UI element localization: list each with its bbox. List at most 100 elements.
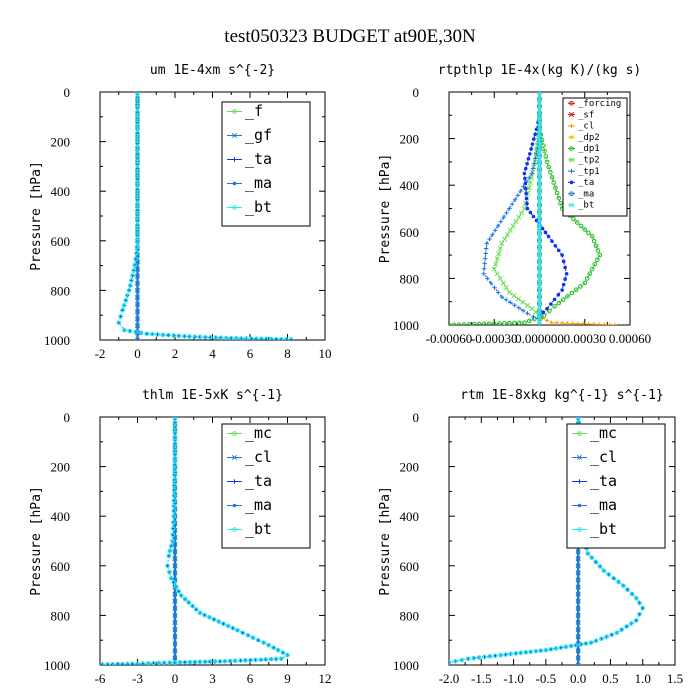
series-marker	[135, 105, 140, 110]
series-marker	[609, 632, 615, 638]
series-marker	[586, 230, 591, 236]
series-marker	[521, 184, 526, 189]
series-marker	[526, 185, 532, 191]
series-marker	[115, 661, 120, 665]
series-marker	[171, 508, 177, 514]
series-marker	[501, 215, 506, 220]
series-marker	[606, 572, 612, 577]
series-marker	[560, 297, 566, 303]
series-marker	[494, 271, 500, 277]
series-marker	[177, 660, 183, 665]
series-marker	[486, 321, 492, 325]
series-marker	[633, 595, 639, 601]
x-tick-label: 1.0	[635, 671, 651, 686]
series-marker	[576, 585, 580, 589]
series-marker	[536, 152, 543, 159]
series-marker	[536, 117, 543, 123]
series-marker	[121, 302, 127, 308]
series-marker	[511, 293, 517, 299]
y-tick-label: 800	[51, 283, 71, 298]
series-marker	[275, 647, 281, 653]
series-marker	[597, 564, 603, 569]
x-tick-label: 0	[134, 346, 141, 361]
series-marker	[248, 657, 253, 663]
y-tick-label: 200	[51, 460, 71, 475]
series-marker	[502, 320, 507, 325]
series-marker	[173, 634, 177, 639]
legend-label: _tp1	[578, 167, 600, 177]
chart-panel-4: rtm 1E-8xkg kg^{-1} s^{-1} Pressure [hPa]…	[378, 388, 683, 686]
series-marker	[523, 166, 528, 171]
series-marker	[134, 250, 139, 256]
series-marker	[546, 164, 552, 170]
series-marker	[135, 281, 140, 286]
series-marker	[172, 441, 178, 446]
x-tick-label: -0.00060	[426, 331, 473, 346]
series-marker	[263, 336, 269, 340]
series-marker	[512, 197, 518, 202]
series-marker	[173, 592, 177, 596]
x-tick-label: -0.00030	[471, 331, 518, 346]
series-marker	[221, 621, 226, 627]
series-marker	[125, 661, 130, 665]
series-marker	[182, 333, 187, 339]
series-marker	[517, 320, 522, 325]
series-marker	[637, 600, 642, 606]
series-marker	[456, 322, 462, 325]
series-marker	[190, 603, 195, 609]
series-marker	[576, 606, 580, 611]
series-marker	[459, 657, 465, 663]
series-marker	[135, 92, 140, 95]
legend: _mc _cl _ta _ma _bt	[221, 423, 311, 549]
series-marker	[243, 336, 249, 340]
series-marker	[171, 488, 177, 493]
series-marker	[621, 583, 626, 588]
series-marker	[576, 571, 580, 575]
series-marker	[530, 142, 535, 146]
legend-marker	[569, 135, 574, 139]
series-marker	[172, 457, 178, 462]
panel-title: rtpthlp 1E-4x(kg K)/(kg s)	[438, 63, 642, 78]
y-tick-label: 600	[51, 559, 71, 574]
series-marker	[515, 193, 521, 198]
series-marker	[451, 322, 457, 325]
series-marker	[532, 156, 538, 161]
series-marker	[182, 596, 188, 602]
series-marker	[521, 205, 527, 212]
series-marker	[619, 627, 625, 632]
y-tick-label: 400	[400, 178, 420, 193]
x-tick-label: 0.00060	[609, 331, 651, 346]
series-marker	[495, 223, 501, 229]
series-marker	[536, 160, 543, 166]
series-marker	[140, 661, 146, 665]
series-marker	[563, 277, 567, 281]
series-marker	[576, 663, 580, 665]
y-tick-label: 400	[51, 184, 71, 199]
series-marker	[118, 314, 123, 319]
series-marker	[186, 600, 192, 605]
y-tick-label: 1000	[393, 318, 419, 333]
series-marker	[160, 332, 166, 338]
series-marker	[595, 257, 600, 263]
series-marker	[592, 262, 598, 267]
series-marker	[487, 654, 493, 659]
series-marker	[138, 330, 144, 336]
series-marker	[599, 636, 604, 642]
series-marker	[633, 618, 639, 623]
series-marker	[208, 335, 213, 340]
series-marker	[527, 180, 533, 186]
series-marker	[553, 243, 558, 248]
series-marker	[216, 619, 222, 624]
series-marker	[506, 289, 512, 295]
x-tick-label: 3	[209, 671, 216, 686]
series-marker	[589, 555, 595, 561]
series-marker	[565, 294, 570, 299]
series-marker	[527, 318, 532, 324]
series-marker	[172, 462, 178, 467]
series-marker	[485, 276, 490, 281]
legend-label: _ta	[578, 178, 594, 188]
series-marker	[167, 660, 172, 665]
legend: _forcing_sf _cl_dp2_dp1 _tp2_tp1_ta_ma _bt	[562, 97, 628, 217]
series-marker	[134, 244, 140, 250]
series-marker	[481, 271, 486, 276]
